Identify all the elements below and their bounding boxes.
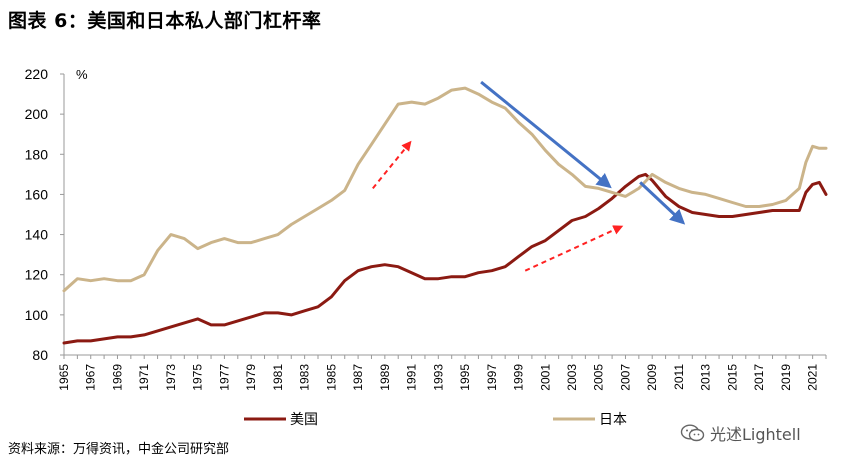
x-tick-label: 2011 bbox=[672, 364, 686, 390]
y-tick-label: 100 bbox=[25, 307, 49, 323]
x-tick-label: 1983 bbox=[298, 364, 312, 391]
y-axis: 80 100 120 140 160 180 200 220% bbox=[25, 66, 88, 363]
source-note: 资料来源：万得资讯，中金公司研究部 bbox=[8, 442, 230, 457]
trend-arrow-solid bbox=[480, 80, 612, 189]
y-tick-label: 180 bbox=[25, 146, 49, 162]
annotation-arrows bbox=[372, 80, 686, 272]
series-line-japan bbox=[62, 86, 828, 293]
x-tick-label: 2001 bbox=[538, 364, 552, 391]
x-tick-label: 1969 bbox=[110, 364, 124, 391]
x-tick-label: 2015 bbox=[725, 364, 739, 391]
chart-title: 图表 6：美国和日本私人部门杠杆率 bbox=[8, 10, 322, 32]
x-tick-label: 1993 bbox=[431, 364, 445, 391]
x-tick-label: 1979 bbox=[244, 364, 258, 391]
y-tick-label: 160 bbox=[25, 186, 49, 202]
x-tick-label: 1991 bbox=[405, 364, 419, 391]
y-tick-label: 200 bbox=[25, 106, 49, 122]
x-axis: 1965 1967 1969 1971 1973 1975 1977 1979 1981 1983… bbox=[57, 354, 827, 391]
x-tick-label: 1985 bbox=[324, 364, 338, 391]
series-layer bbox=[62, 86, 828, 345]
x-tick-label: 1965 bbox=[57, 364, 71, 391]
y-axis-unit-label: % bbox=[76, 67, 88, 82]
trend-arrow-dashed bbox=[372, 140, 412, 190]
series-line-us bbox=[62, 172, 828, 345]
x-tick-label: 2007 bbox=[618, 364, 632, 391]
x-tick-label: 2013 bbox=[699, 364, 713, 391]
x-tick-label: 1977 bbox=[217, 364, 231, 391]
y-tick-label: 220 bbox=[25, 66, 49, 82]
x-tick-label: 2005 bbox=[592, 364, 606, 391]
trend-arrow-dashed bbox=[524, 225, 624, 272]
x-tick-label: 1995 bbox=[458, 364, 472, 391]
x-tick-label: 1987 bbox=[351, 364, 365, 391]
x-tick-label: 2017 bbox=[752, 364, 766, 391]
y-tick-label: 80 bbox=[32, 347, 48, 363]
x-tick-label: 1997 bbox=[485, 364, 499, 391]
y-tick-label: 120 bbox=[25, 267, 49, 283]
wechat-icon bbox=[680, 423, 706, 443]
x-tick-label: 1973 bbox=[164, 364, 178, 391]
x-tick-label: 1999 bbox=[512, 364, 526, 391]
x-tick-label: 2009 bbox=[645, 364, 659, 391]
x-tick-label: 1981 bbox=[271, 364, 285, 391]
x-tick-label: 2021 bbox=[806, 364, 820, 391]
x-tick-label: 1967 bbox=[84, 364, 98, 391]
x-tick-label: 1975 bbox=[191, 364, 205, 391]
y-tick-label: 140 bbox=[25, 227, 49, 243]
x-tick-label: 1989 bbox=[378, 364, 392, 391]
legend-label-japan: 日本 bbox=[599, 412, 627, 428]
watermark: 光述Lightell bbox=[680, 421, 801, 445]
x-tick-label: 1971 bbox=[137, 364, 151, 391]
legend: 美国 日本 bbox=[244, 412, 627, 428]
x-tick-label: 2003 bbox=[565, 364, 579, 391]
trend-arrow-solid bbox=[639, 181, 686, 225]
x-tick-label: 2019 bbox=[779, 364, 793, 391]
watermark-text: 光述Lightell bbox=[710, 425, 801, 444]
legend-label-us: 美国 bbox=[290, 412, 318, 428]
